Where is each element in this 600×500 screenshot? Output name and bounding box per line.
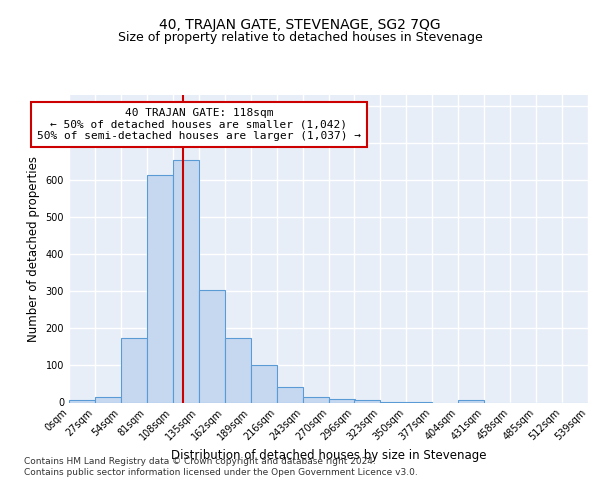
Bar <box>277 387 303 402</box>
Bar <box>225 338 251 402</box>
X-axis label: Distribution of detached houses by size in Stevenage: Distribution of detached houses by size … <box>171 449 486 462</box>
Y-axis label: Number of detached properties: Number of detached properties <box>27 156 40 342</box>
Bar <box>251 366 277 403</box>
Text: 40 TRAJAN GATE: 118sqm
← 50% of detached houses are smaller (1,042)
50% of semi-: 40 TRAJAN GATE: 118sqm ← 50% of detached… <box>37 108 361 141</box>
Bar <box>173 160 199 402</box>
Bar <box>354 400 380 402</box>
Bar <box>95 397 121 402</box>
Bar <box>458 400 484 402</box>
Text: 40, TRAJAN GATE, STEVENAGE, SG2 7QG: 40, TRAJAN GATE, STEVENAGE, SG2 7QG <box>159 18 441 32</box>
Bar <box>199 290 225 403</box>
Bar <box>147 174 173 402</box>
Bar <box>303 397 329 402</box>
Bar <box>69 400 95 402</box>
Text: Size of property relative to detached houses in Stevenage: Size of property relative to detached ho… <box>118 32 482 44</box>
Bar <box>329 399 355 402</box>
Bar <box>121 338 147 402</box>
Text: Contains HM Land Registry data © Crown copyright and database right 2024.
Contai: Contains HM Land Registry data © Crown c… <box>24 458 418 477</box>
